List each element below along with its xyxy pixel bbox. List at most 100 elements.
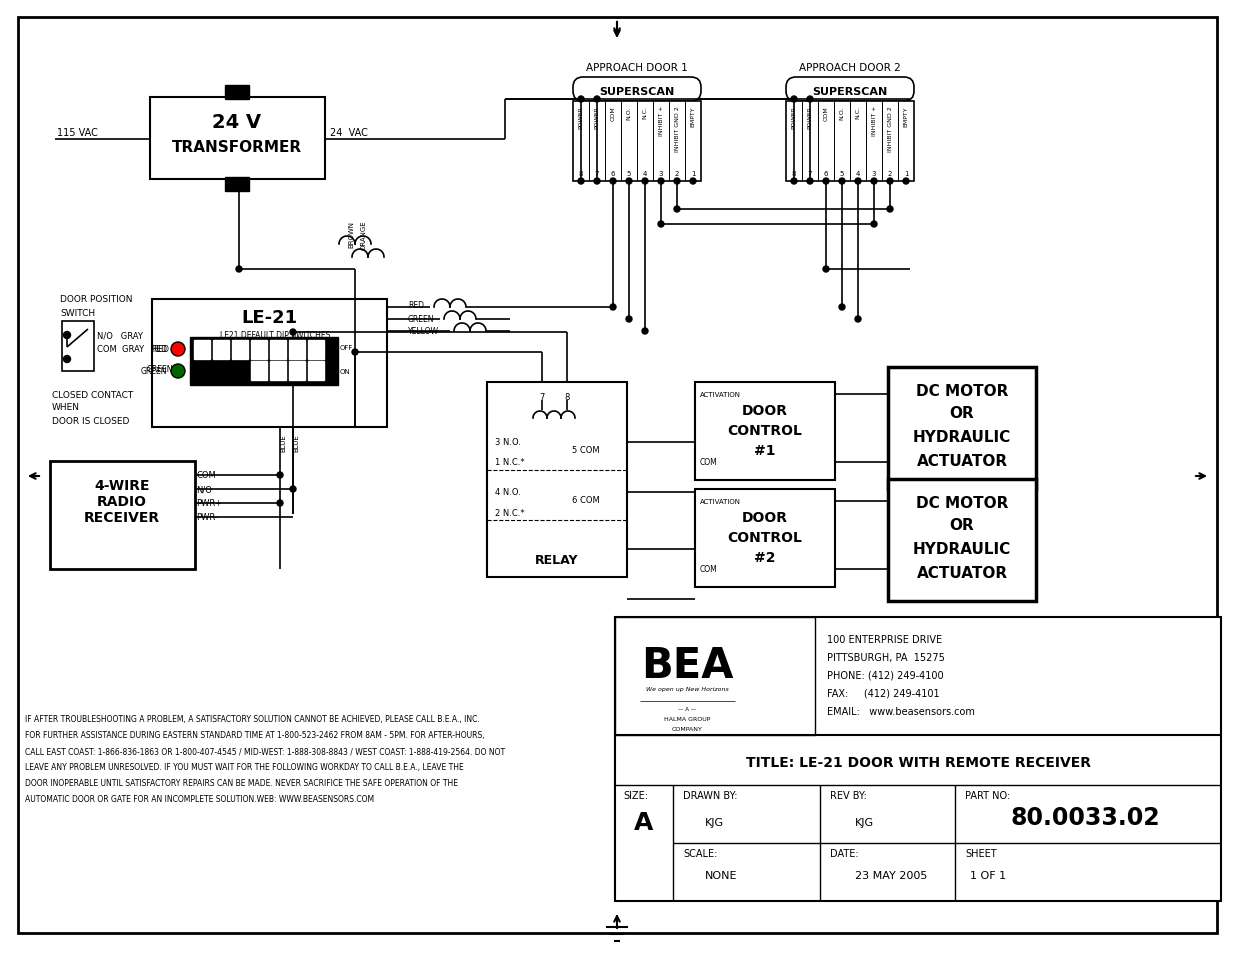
Text: INHIBIT +: INHIBIT +: [872, 106, 877, 136]
Text: N.O.: N.O.: [840, 106, 845, 119]
Text: PHONE: (412) 249-4100: PHONE: (412) 249-4100: [827, 670, 944, 680]
Text: DC MOTOR: DC MOTOR: [916, 496, 1008, 511]
Text: DC MOTOR: DC MOTOR: [916, 384, 1008, 399]
Circle shape: [63, 333, 70, 339]
Text: ACTUATOR: ACTUATOR: [916, 566, 1008, 581]
Circle shape: [839, 305, 845, 311]
Text: AUTOMATIC DOOR OR GATE FOR AN INCOMPLETE SOLUTION.WEB: WWW.BEASENSORS.COM: AUTOMATIC DOOR OR GATE FOR AN INCOMPLETE…: [25, 795, 374, 803]
Circle shape: [626, 316, 632, 323]
Text: 5 COM: 5 COM: [572, 446, 600, 455]
Text: PITTSBURGH, PA  15275: PITTSBURGH, PA 15275: [827, 652, 945, 662]
Bar: [212, 340, 228, 359]
Text: IF AFTER TROUBLESHOOTING A PROBLEM, A SATISFACTORY SOLUTION CANNOT BE ACHIEVED, : IF AFTER TROUBLESHOOTING A PROBLEM, A SA…: [25, 715, 479, 723]
Text: OR: OR: [950, 406, 974, 421]
Circle shape: [626, 179, 632, 185]
Bar: [62, 322, 94, 372]
Text: CONTROL: CONTROL: [727, 423, 803, 437]
Text: #1: #1: [755, 443, 776, 457]
Bar: [487, 382, 627, 578]
Text: GREEN: GREEN: [141, 367, 167, 376]
Circle shape: [658, 222, 664, 228]
Circle shape: [790, 97, 797, 103]
Text: RED: RED: [408, 301, 424, 310]
Text: 1 OF 1: 1 OF 1: [969, 870, 1007, 880]
Circle shape: [871, 179, 877, 185]
Text: EMAIL:   www.beasensors.com: EMAIL: www.beasensors.com: [827, 706, 974, 717]
Text: We open up New Horizons: We open up New Horizons: [646, 687, 729, 692]
Text: 24  VAC: 24 VAC: [330, 128, 368, 138]
Circle shape: [578, 97, 584, 103]
Text: TRANSFORMER: TRANSFORMER: [172, 140, 303, 155]
Text: DATE:: DATE:: [830, 848, 858, 858]
Text: ACTIVATION: ACTIVATION: [700, 498, 741, 504]
Text: INHIBIT GND 2: INHIBIT GND 2: [674, 106, 679, 152]
Bar: [225, 86, 249, 100]
Text: DOOR: DOOR: [742, 403, 788, 417]
Text: BEA: BEA: [641, 644, 734, 686]
Text: GREEN: GREEN: [408, 314, 435, 323]
Bar: [232, 340, 248, 359]
Circle shape: [290, 330, 296, 335]
Text: 8: 8: [792, 171, 797, 177]
Text: RELAY: RELAY: [535, 553, 579, 566]
Text: SCALE:: SCALE:: [683, 848, 718, 858]
Text: KJG: KJG: [705, 817, 724, 827]
Text: A: A: [635, 810, 653, 834]
Circle shape: [887, 179, 893, 185]
Text: #2: #2: [755, 551, 776, 564]
Text: ON: ON: [340, 369, 351, 375]
Circle shape: [855, 316, 861, 323]
Text: COM: COM: [610, 106, 615, 121]
Text: DOOR: DOOR: [742, 511, 788, 524]
Bar: [270, 361, 287, 380]
Text: APPROACH DOOR 2: APPROACH DOOR 2: [799, 63, 900, 73]
Text: COM: COM: [196, 471, 216, 480]
Text: KJG: KJG: [855, 817, 874, 827]
FancyBboxPatch shape: [573, 78, 701, 102]
Text: HALMA GROUP: HALMA GROUP: [664, 717, 710, 721]
Bar: [695, 382, 835, 480]
Circle shape: [855, 179, 861, 185]
Circle shape: [63, 356, 70, 363]
Bar: [615, 618, 1221, 901]
Circle shape: [674, 179, 680, 185]
Text: EMPTY: EMPTY: [904, 106, 909, 127]
Text: HYDRAULIC: HYDRAULIC: [913, 430, 1011, 445]
Text: N.C.: N.C.: [856, 106, 861, 119]
Bar: [212, 361, 228, 380]
Bar: [615, 618, 815, 735]
Text: LE-21: LE-21: [241, 309, 298, 327]
Circle shape: [610, 179, 616, 185]
Text: 3 N.O.: 3 N.O.: [495, 438, 521, 447]
Text: N.O.: N.O.: [626, 106, 631, 119]
Circle shape: [806, 97, 813, 103]
Bar: [308, 340, 324, 359]
Text: HYDRAULIC: HYDRAULIC: [913, 542, 1011, 557]
Circle shape: [170, 343, 185, 356]
Bar: [308, 361, 324, 380]
Bar: [194, 340, 210, 359]
Text: N.C.: N.C.: [642, 106, 647, 119]
Circle shape: [642, 179, 648, 185]
Circle shape: [839, 179, 845, 185]
Circle shape: [823, 179, 829, 185]
Circle shape: [658, 179, 664, 185]
Text: N/O   GRAY: N/O GRAY: [98, 331, 143, 340]
Circle shape: [594, 97, 600, 103]
Text: LE21 DEFAULT DIP SWITCHES: LE21 DEFAULT DIP SWITCHES: [220, 330, 331, 339]
Circle shape: [690, 179, 697, 185]
Text: RED: RED: [153, 345, 169, 355]
Text: 7: 7: [595, 171, 599, 177]
Text: 115 VAC: 115 VAC: [57, 128, 98, 138]
Bar: [49, 461, 195, 569]
Text: BROWN: BROWN: [348, 221, 354, 248]
Bar: [289, 361, 305, 380]
Text: 4: 4: [642, 171, 647, 177]
Circle shape: [823, 267, 829, 273]
Text: 100 ENTERPRISE DRIVE: 100 ENTERPRISE DRIVE: [827, 635, 942, 644]
Text: CALL EAST COAST: 1-866-836-1863 OR 1-800-407-4545 / MID-WEST: 1-888-308-8843 / W: CALL EAST COAST: 1-866-836-1863 OR 1-800…: [25, 747, 505, 756]
Circle shape: [594, 179, 600, 185]
Text: CONTROL: CONTROL: [727, 531, 803, 544]
Text: POWER: POWER: [578, 106, 583, 129]
Text: 24 V: 24 V: [212, 112, 262, 132]
